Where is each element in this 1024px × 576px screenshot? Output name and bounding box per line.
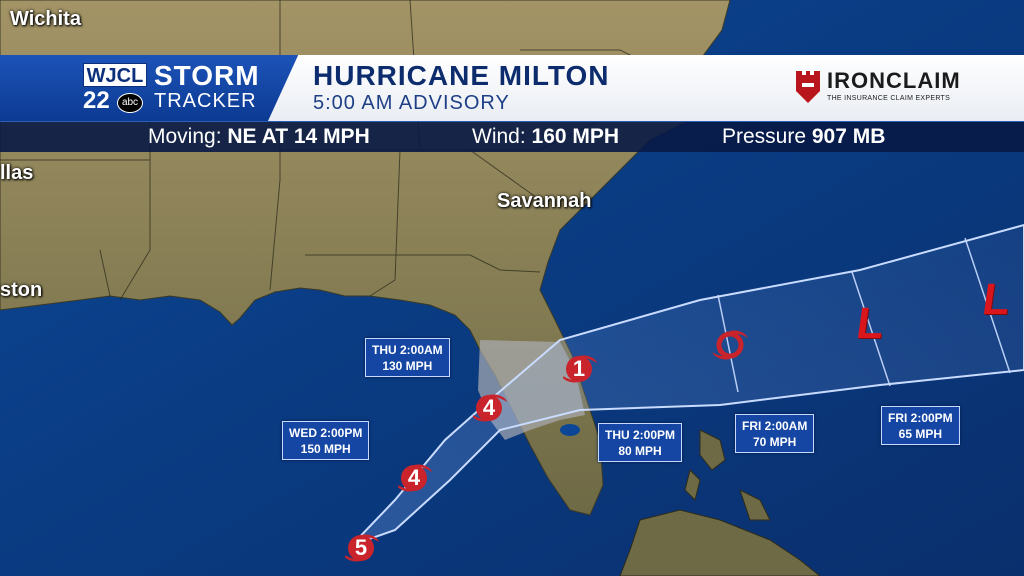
forecast-cone: [351, 223, 1024, 546]
network-logo: abc: [117, 93, 143, 113]
hurricane-category: 4: [482, 395, 496, 420]
sponsor-tagline: THE INSURANCE CLAIM EXPERTS: [827, 95, 951, 102]
land-bahamas: [684, 429, 771, 521]
land-cuba: [619, 509, 821, 576]
post-tropical-symbol: [710, 325, 748, 361]
cone-dividers: [717, 237, 1011, 393]
station-logo: WJCL 22 abc: [83, 63, 149, 113]
sponsor-logo: IRONCLAIM THE INSURANCE CLAIM EXPERTS: [793, 69, 963, 109]
storm-name: HURRICANE MILTON: [313, 60, 610, 91]
forecast-wind: 130 MPH: [382, 359, 433, 373]
hurricane-category: 4: [407, 465, 421, 490]
forecast-time: THU 2:00PM: [605, 428, 676, 442]
stat-pressure-label: Pressure: [722, 125, 807, 148]
forecast-wind: 150 MPH: [300, 442, 351, 456]
hurricane-symbol-cat4-gulf: 4: [398, 462, 434, 498]
forecast-wind: 70 MPH: [752, 435, 797, 449]
hurricane-icon: [345, 534, 379, 562]
sponsor-name: IRONCLAIM: [827, 68, 961, 93]
city-label-wichita: Wichita: [10, 8, 81, 30]
hurricane-icon: [563, 355, 597, 383]
hurricane-icon: [398, 464, 432, 492]
city-label-savannah: Savannah: [497, 190, 592, 212]
brand-block: [0, 55, 300, 121]
forecast-label-fri-2pm: FRI 2:00PM 65 MPH: [881, 406, 960, 445]
forecast-time: FRI 2:00PM: [888, 411, 953, 425]
stat-wind-value: 160 MPH: [531, 125, 620, 148]
station-call-letters: WJCL: [83, 63, 147, 87]
stat-moving-label: Moving:: [148, 125, 222, 148]
forecast-label-wed-2pm: WED 2:00PM 150 MPH: [282, 421, 370, 460]
forecast-time: FRI 2:00AM: [742, 419, 808, 433]
tropical-storm-icon: [712, 330, 748, 360]
hurricane-icon: [473, 394, 507, 422]
storm-stats-bar: Moving: NE AT 14 MPH Wind: 160 MPH Press…: [0, 121, 1024, 152]
forecast-wind: 80 MPH: [618, 444, 662, 458]
hurricane-symbol-cat1: 1: [563, 353, 599, 389]
hurricane-category: 5: [354, 535, 368, 560]
forecast-label-thu-2am: THU 2:00AM 130 MPH: [365, 338, 450, 377]
stat-pressure-value: 907 MB: [811, 125, 886, 148]
title-block: [268, 55, 1024, 121]
forecast-time: THU 2:00AM: [372, 343, 443, 357]
advisory-time: 5:00 AM ADVISORY: [313, 92, 510, 114]
stat-moving: Moving: NE AT 14 MPH: [148, 125, 370, 149]
forecast-time: WED 2:00PM: [289, 426, 363, 440]
castle-shield-icon: [796, 71, 820, 103]
hurricane-symbol-cat4-landfall: 4: [473, 392, 509, 428]
forecast-label-thu-2pm: THU 2:00PM 80 MPH: [598, 423, 683, 462]
stat-moving-value: NE AT 14 MPH: [227, 125, 370, 148]
hurricane-symbol-cat5: 5: [345, 532, 381, 568]
header-banner: WJCL 22 abc STORM TRACKER HURRICANE MILT…: [0, 55, 1024, 121]
brand-tracker: TRACKER: [154, 90, 257, 112]
brand-storm: STORM: [154, 60, 260, 91]
forecast-label-fri-2am: FRI 2:00AM 70 MPH: [735, 414, 815, 453]
forecast-wind: 65 MPH: [898, 427, 943, 441]
stat-wind: Wind: 160 MPH: [472, 125, 619, 149]
stat-pressure: Pressure 907 MB: [722, 125, 885, 149]
hurricane-category: 1: [572, 356, 586, 381]
station-channel: 22: [83, 87, 110, 114]
city-label-houston: ston: [0, 279, 43, 301]
stat-wind-label: Wind:: [472, 125, 526, 148]
city-label-dallas: llas: [0, 162, 34, 184]
